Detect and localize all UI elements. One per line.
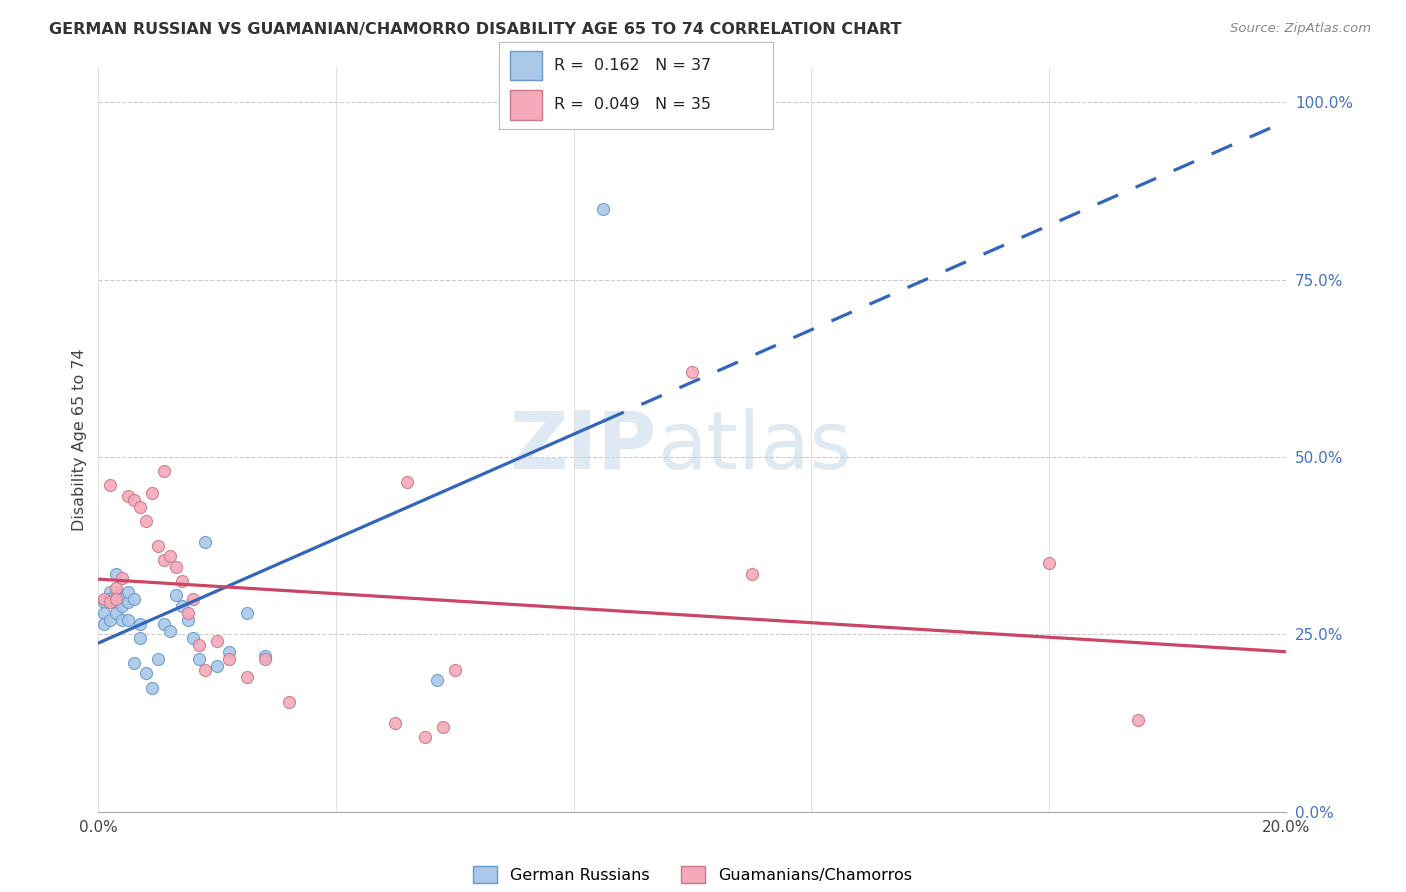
Text: atlas: atlas (657, 408, 851, 486)
Point (741, 567, 763, 582)
Point (129, 616, 152, 631)
Point (135, 514, 157, 528)
Point (236, 670, 259, 684)
Point (105, 567, 128, 582)
Point (194, 535, 217, 549)
FancyBboxPatch shape (510, 51, 541, 80)
Text: Source: ZipAtlas.com: Source: ZipAtlas.com (1230, 22, 1371, 36)
Point (1126, 713, 1149, 727)
Point (253, 652, 276, 666)
FancyBboxPatch shape (510, 90, 541, 120)
Point (93, 606, 115, 620)
Text: R =  0.162   N = 37: R = 0.162 N = 37 (554, 58, 711, 72)
Point (152, 616, 174, 631)
Point (111, 599, 134, 613)
Point (207, 634, 229, 648)
Point (122, 591, 145, 606)
Point (105, 582, 128, 596)
Point (183, 631, 205, 645)
Point (105, 606, 128, 620)
Point (117, 613, 139, 627)
Point (188, 652, 211, 666)
Point (98, 478, 121, 492)
Point (152, 464, 174, 478)
Point (218, 652, 240, 666)
Point (443, 663, 465, 677)
Point (111, 591, 134, 606)
Point (93, 616, 115, 631)
Point (218, 645, 240, 659)
Legend: German Russians, Guamanians/Chamorros: German Russians, Guamanians/Chamorros (467, 859, 918, 889)
Point (159, 549, 181, 564)
Text: GERMAN RUSSIAN VS GUAMANIAN/CHAMORRO DISABILITY AGE 65 TO 74 CORRELATION CHART: GERMAN RUSSIAN VS GUAMANIAN/CHAMORRO DIS… (49, 22, 901, 37)
Text: ZIP: ZIP (509, 408, 657, 486)
Point (98, 584, 121, 599)
Point (236, 606, 259, 620)
Point (129, 500, 152, 514)
Point (277, 695, 299, 709)
Point (413, 730, 436, 744)
Point (176, 613, 198, 627)
Point (682, 365, 704, 379)
Point (105, 595, 128, 609)
Point (188, 638, 211, 652)
Point (98, 595, 121, 609)
Point (592, 202, 614, 216)
Point (183, 591, 205, 606)
Point (146, 539, 169, 553)
Point (1038, 557, 1060, 571)
Point (152, 553, 174, 567)
Text: R =  0.049   N = 35: R = 0.049 N = 35 (554, 97, 711, 112)
Point (122, 492, 145, 507)
Point (170, 599, 193, 613)
Point (111, 571, 134, 585)
Point (117, 595, 139, 609)
Point (105, 591, 128, 606)
Point (141, 485, 163, 500)
Point (396, 475, 419, 489)
Point (384, 716, 406, 731)
Point (432, 720, 454, 734)
Point (98, 613, 121, 627)
Point (194, 663, 217, 677)
Point (159, 624, 181, 638)
Point (176, 606, 198, 620)
Point (117, 584, 139, 599)
Point (135, 666, 157, 681)
Point (141, 681, 163, 695)
Point (117, 489, 139, 503)
Point (165, 588, 187, 602)
Point (93, 591, 115, 606)
Point (253, 648, 276, 663)
Point (93, 595, 115, 609)
Point (165, 560, 187, 574)
Point (170, 574, 193, 589)
Point (146, 652, 169, 666)
Point (207, 659, 229, 673)
Point (105, 584, 128, 599)
Y-axis label: Disability Age 65 to 74: Disability Age 65 to 74 (72, 348, 87, 531)
Point (122, 656, 145, 670)
Point (129, 631, 152, 645)
Point (426, 673, 449, 688)
Point (98, 591, 121, 606)
Point (111, 613, 134, 627)
